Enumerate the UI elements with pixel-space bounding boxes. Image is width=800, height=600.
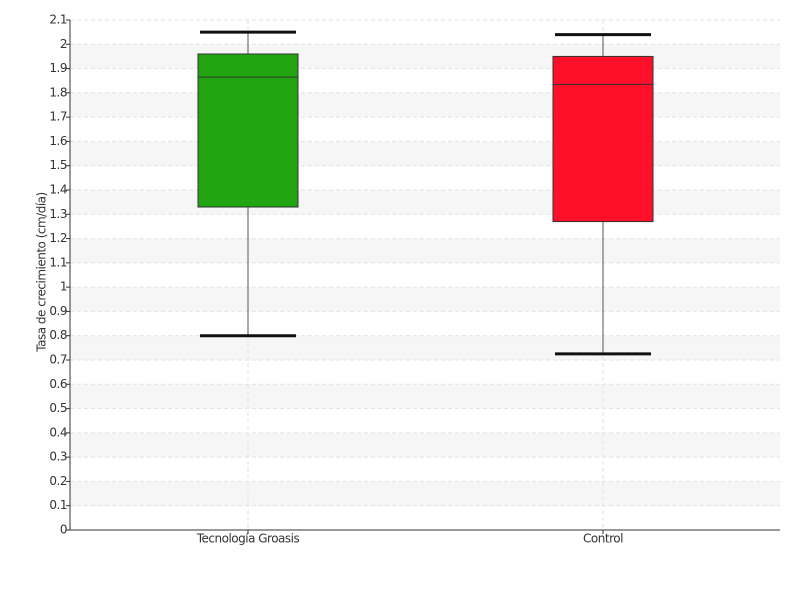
y-tick-label: 0.2 [49,474,67,488]
grid-band [70,384,780,409]
grid-band [70,432,780,458]
x-tick-label: Control [583,532,623,546]
grid-band [70,190,780,215]
y-tick-label: 0 [60,523,67,537]
grid-band [70,44,780,69]
grid-band [70,238,780,263]
y-tick-label: 1.1 [49,255,67,269]
y-tick-label: 1.3 [49,207,67,221]
y-tick-label: 1.2 [49,231,67,245]
y-tick-label: 0.5 [49,401,67,415]
y-tick-label: 0.8 [49,328,67,342]
y-tick-label: 1.5 [49,158,67,172]
y-tick-label: 1.6 [49,134,67,148]
x-tick-label: Tecnología Groasis [196,532,300,546]
y-tick-label: 0.4 [49,425,67,439]
y-tick-label: 0.9 [49,304,67,318]
y-tick-label: 1.7 [49,110,67,124]
grid-band [70,92,780,118]
y-tick-label: 2 [60,37,67,51]
y-tick-label: 1 [60,280,67,294]
y-tick-label: 0.3 [49,450,67,464]
grid-band [70,287,780,312]
y-tick-label: 2.1 [49,13,67,27]
y-tick-label: 0.1 [49,498,67,512]
box [197,53,299,208]
y-tick-label: 0.7 [49,353,67,367]
y-axis-label: Tasa de crecimiento (cm/día) [35,192,49,352]
y-tick-label: 1.4 [49,183,67,197]
grid-band [70,141,780,166]
y-tick-label: 0.6 [49,377,67,391]
grid-band [70,481,780,506]
y-tick-label: 1.9 [49,61,67,75]
box [552,55,654,223]
y-tick-label: 1.8 [49,85,67,99]
grid-band [70,335,780,360]
